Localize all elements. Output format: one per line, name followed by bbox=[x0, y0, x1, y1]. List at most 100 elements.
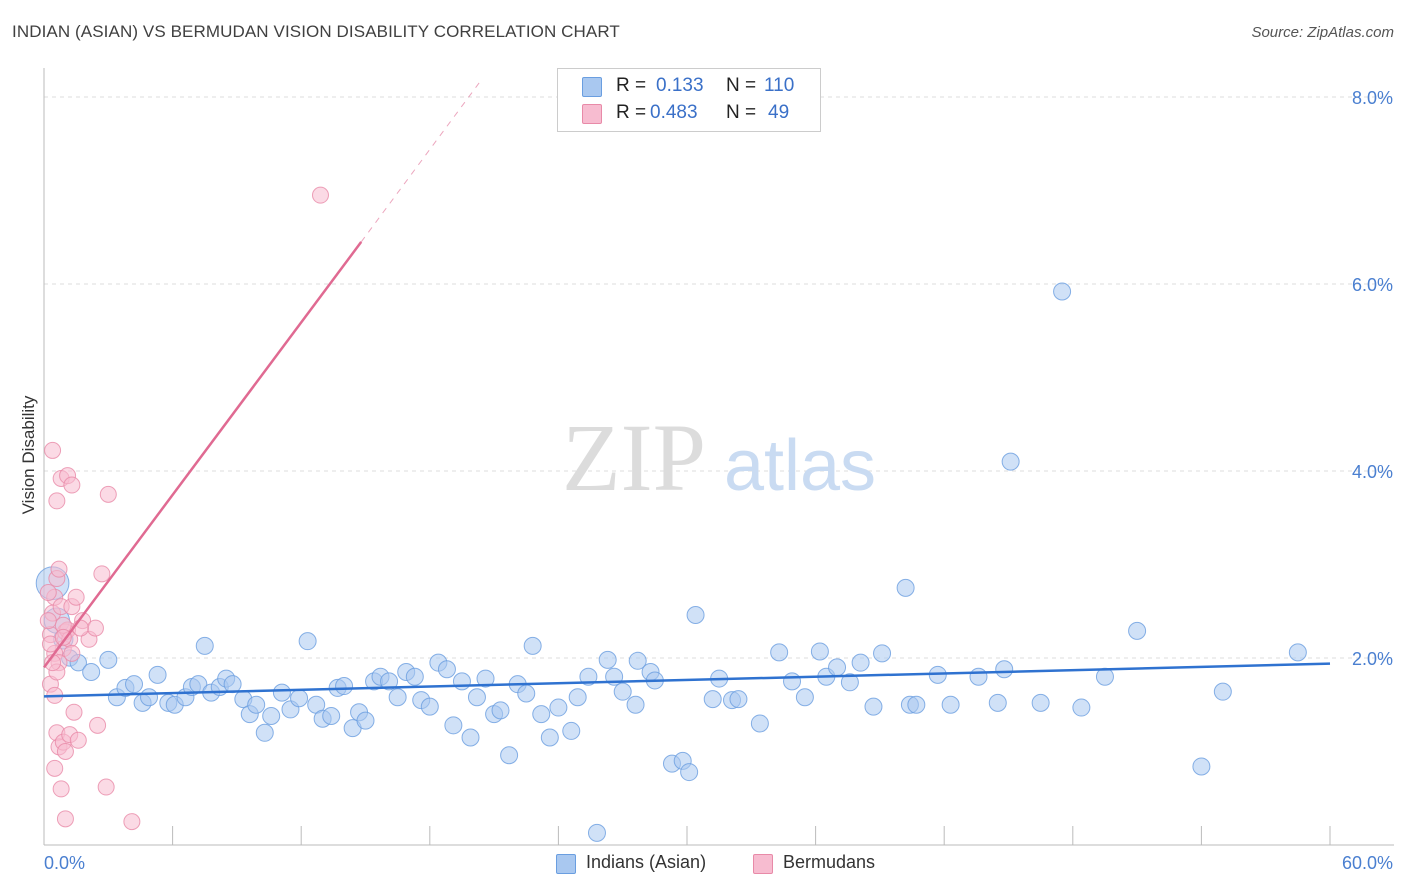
data-point-bermudans bbox=[311, 186, 329, 204]
data-point-indians bbox=[587, 823, 606, 842]
source-label: Source: ZipAtlas.com bbox=[1251, 24, 1394, 41]
data-point-indians bbox=[148, 665, 167, 684]
data-point-indians bbox=[1192, 757, 1211, 776]
data-point-indians bbox=[896, 578, 915, 597]
data-point-bermudans bbox=[67, 588, 85, 606]
legend-r-value: 0.483 bbox=[650, 102, 698, 123]
series-bermudans bbox=[39, 186, 329, 831]
legend-n-label: N = bbox=[726, 75, 757, 96]
data-point-indians bbox=[444, 716, 463, 735]
data-point-indians bbox=[223, 675, 242, 694]
legend-n-label: N = bbox=[726, 102, 757, 123]
data-point-indians bbox=[873, 644, 892, 663]
data-point-indians bbox=[907, 695, 926, 714]
data-point-indians bbox=[598, 650, 617, 669]
data-point-indians bbox=[1128, 621, 1147, 640]
data-point-bermudans bbox=[123, 813, 141, 831]
data-point-bermudans bbox=[99, 485, 117, 503]
data-point-indians bbox=[750, 714, 769, 733]
x-tick-label-max: 60.0% bbox=[1342, 853, 1393, 873]
data-point-indians bbox=[461, 728, 480, 747]
legend-n-value: 110 bbox=[764, 75, 795, 96]
data-point-indians bbox=[783, 672, 802, 691]
data-point-indians bbox=[195, 636, 214, 655]
legend-r-value: 0.133 bbox=[656, 75, 704, 96]
data-point-indians bbox=[517, 684, 536, 703]
data-point-indians bbox=[388, 688, 407, 707]
data-point-bermudans bbox=[39, 584, 57, 602]
bottom-legend-swatch bbox=[753, 854, 773, 874]
data-point-indians bbox=[298, 632, 317, 651]
data-point-indians bbox=[969, 667, 988, 686]
data-point-indians bbox=[828, 658, 847, 677]
data-point-bermudans bbox=[54, 628, 72, 646]
data-point-bermudans bbox=[86, 619, 104, 637]
data-point-bermudans bbox=[46, 759, 64, 777]
data-point-indians bbox=[941, 695, 960, 714]
legend-swatch-indians bbox=[582, 77, 602, 97]
data-point-indians bbox=[770, 643, 789, 662]
data-point-indians bbox=[864, 697, 883, 716]
watermark-zip: ZIP bbox=[562, 404, 706, 511]
data-point-indians bbox=[703, 690, 722, 709]
data-point-indians bbox=[82, 663, 101, 682]
data-point-indians bbox=[1213, 682, 1232, 701]
legend-swatch-bermudans bbox=[582, 104, 602, 124]
data-point-indians bbox=[626, 695, 645, 714]
data-point-bermudans bbox=[69, 731, 87, 749]
trend-line-bermudans bbox=[42, 241, 363, 669]
data-point-indians bbox=[99, 650, 118, 669]
data-point-indians bbox=[1053, 282, 1072, 301]
y-tick-label: 8.0% bbox=[1352, 88, 1393, 108]
data-point-indians bbox=[729, 690, 748, 709]
data-point-indians bbox=[500, 746, 519, 765]
data-point-indians bbox=[1095, 667, 1114, 686]
data-point-indians bbox=[420, 697, 439, 716]
data-point-bermudans bbox=[93, 565, 111, 583]
data-point-indians bbox=[995, 660, 1014, 679]
data-point-indians bbox=[810, 642, 829, 661]
data-point-bermudans bbox=[56, 743, 74, 760]
data-point-indians bbox=[380, 672, 399, 691]
data-point-indians bbox=[437, 660, 456, 679]
data-point-indians bbox=[255, 723, 274, 742]
data-point-indians bbox=[262, 706, 281, 725]
data-point-indians bbox=[1072, 698, 1091, 717]
data-point-indians bbox=[562, 721, 581, 740]
data-point-indians bbox=[579, 667, 598, 686]
data-point-bermudans bbox=[63, 644, 81, 662]
bottom-legend-swatch bbox=[556, 854, 576, 874]
data-point-indians bbox=[549, 698, 568, 717]
data-point-bermudans bbox=[89, 716, 107, 734]
data-point-bermudans bbox=[44, 441, 62, 459]
data-point-indians bbox=[851, 653, 870, 672]
y-axis-title: Vision Disability bbox=[19, 395, 38, 514]
axes bbox=[43, 68, 1394, 846]
data-point-indians bbox=[322, 706, 341, 725]
data-point-indians bbox=[686, 605, 705, 624]
legend-r-label: R = bbox=[616, 75, 647, 96]
data-point-indians bbox=[140, 688, 159, 707]
data-point-bermudans bbox=[39, 612, 57, 630]
data-point-indians bbox=[628, 651, 647, 670]
data-point-bermudans bbox=[50, 560, 68, 578]
data-point-bermudans bbox=[63, 476, 81, 494]
data-point-indians bbox=[452, 672, 471, 691]
y-tick-label: 2.0% bbox=[1352, 649, 1393, 669]
data-point-indians bbox=[272, 683, 291, 702]
y-tick-label: 6.0% bbox=[1352, 275, 1393, 295]
data-point-indians bbox=[335, 677, 354, 696]
axis-labels: 2.0% 4.0% 6.0% 8.0% 0.0% 60.0% Vision Disabili… bbox=[19, 88, 1393, 873]
bottom-legend-label: Bermudans bbox=[783, 852, 876, 872]
data-point-bermudans bbox=[56, 810, 74, 828]
legend-r-label: R = bbox=[616, 102, 647, 123]
data-point-indians bbox=[356, 711, 375, 730]
data-point-bermudans bbox=[52, 780, 70, 798]
data-point-indians bbox=[290, 689, 309, 708]
bottom-legend-label: Indians (Asian) bbox=[586, 852, 707, 872]
data-point-indians bbox=[840, 673, 859, 692]
legend-n-value: 49 bbox=[768, 102, 790, 123]
data-point-indians bbox=[491, 701, 510, 720]
data-point-indians bbox=[540, 728, 559, 747]
